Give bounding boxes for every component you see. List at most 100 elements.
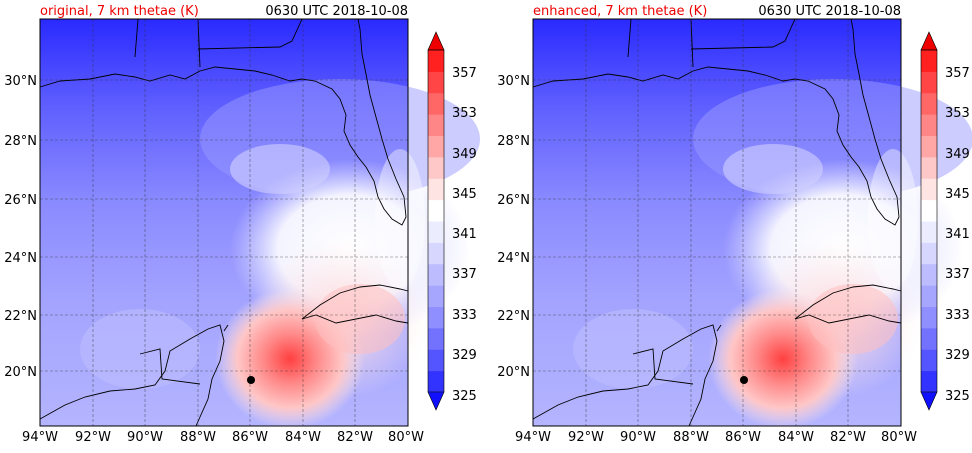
colorbar-swatch: [428, 135, 444, 158]
lat-tick-label: 20°N: [4, 365, 37, 380]
colorbar-extend-low: [427, 391, 445, 411]
colorbar-label: 329: [452, 348, 477, 363]
colorbar-swatch: [428, 327, 444, 350]
colorbar-swatch: [921, 135, 937, 158]
lon-tick-label: 84°W: [778, 430, 814, 445]
colorbar-swatch: [428, 285, 444, 307]
colorbar-label: 341: [945, 227, 970, 242]
lat-tick-label: 26°N: [497, 193, 530, 208]
lon-tick-label: 80°W: [388, 430, 424, 445]
colorbar-label: 325: [945, 389, 970, 404]
colorbar-label: 329: [945, 348, 970, 363]
colorbar-label: 353: [945, 106, 970, 121]
coastlines: [39, 18, 409, 427]
lon-tick-label: 90°W: [620, 430, 656, 445]
colorbar-swatch: [921, 285, 937, 307]
lon-tick-label: 88°W: [180, 430, 216, 445]
colorbar-enhanced: 357 353 349 345 341 337 333 329 325: [920, 31, 970, 411]
colorbar-swatch: [428, 306, 444, 329]
thetae-field: [40, 19, 480, 429]
colorbar-swatch: [921, 349, 937, 372]
panel-title-original: original, 7 km thetae (K): [40, 4, 199, 19]
colorbar-label: 345: [945, 187, 970, 202]
lon-tick-label: 86°W: [725, 430, 761, 445]
lat-tick-label: 22°N: [497, 309, 530, 324]
colorbar-swatch: [428, 221, 444, 243]
storm-center-marker: [740, 376, 748, 384]
lon-tick-label: 92°W: [75, 430, 111, 445]
colorbar-swatch: [921, 242, 937, 265]
lon-tick-label: 94°W: [515, 430, 551, 445]
lat-tick-label: 26°N: [4, 193, 37, 208]
lat-tick-labels-original: 30°N 28°N 26°N 24°N 22°N 20°N: [4, 74, 37, 380]
panel-time-enhanced: 0630 UTC 2018-10-08: [758, 4, 901, 19]
colorbar-label: 337: [945, 267, 970, 282]
colorbar-swatch: [428, 92, 444, 115]
colorbar-swatch: [921, 221, 937, 243]
lon-tick-label: 82°W: [337, 430, 373, 445]
colorbar-swatch: [921, 370, 937, 393]
colorbar-extend-low: [920, 391, 938, 411]
lat-tick-label: 28°N: [497, 134, 530, 149]
colorbar-swatch: [428, 242, 444, 265]
lon-tick-label: 82°W: [830, 430, 866, 445]
thetae-field: [533, 19, 972, 429]
colorbar-frame: [920, 49, 938, 393]
colorbar-label: 341: [452, 227, 477, 242]
colorbar-swatch: [921, 50, 937, 72]
colorbar-swatch: [921, 199, 937, 222]
coastlines: [532, 18, 902, 427]
colorbar-label: 349: [945, 147, 970, 162]
lon-tick-labels-enhanced: 94°W 92°W 90°W 88°W 86°W 84°W 82°W 80°W: [515, 430, 917, 445]
lat-tick-label: 24°N: [4, 251, 37, 266]
lon-tick-label: 86°W: [232, 430, 268, 445]
lon-tick-label: 84°W: [285, 430, 321, 445]
lon-tick-label: 80°W: [881, 430, 917, 445]
gridlines: [40, 19, 408, 426]
map-frame: [532, 18, 902, 427]
colorbar-swatch: [428, 178, 444, 201]
lat-tick-label: 24°N: [497, 251, 530, 266]
lon-tick-labels-original: 94°W 92°W 90°W 88°W 86°W 84°W 82°W 80°W: [22, 430, 424, 445]
storm-center-marker: [247, 376, 255, 384]
colorbar-label: 349: [452, 147, 477, 162]
colorbar-original: 357 353 349 345 341 337 333 329 325: [427, 31, 477, 411]
colorbar-swatch: [921, 114, 937, 136]
gridlines: [533, 19, 901, 426]
colorbar-labels: 357 353 349 345 341 337 333 329 325: [945, 66, 970, 404]
lon-tick-label: 88°W: [673, 430, 709, 445]
map-frame: [39, 18, 409, 427]
colorbar-extend-high: [920, 31, 938, 51]
panel-time-original: 0630 UTC 2018-10-08: [265, 4, 408, 19]
colorbar-swatches: [427, 31, 445, 411]
colorbar-label: 357: [945, 66, 970, 81]
colorbar-swatch: [921, 263, 937, 286]
colorbar-swatch: [428, 199, 444, 222]
colorbar-swatch: [428, 349, 444, 372]
colorbar-swatch: [428, 114, 444, 136]
lon-tick-label: 92°W: [568, 430, 604, 445]
colorbar-label: 357: [452, 66, 477, 81]
colorbar-swatch: [428, 263, 444, 286]
lat-tick-label: 20°N: [497, 365, 530, 380]
colorbar-frame: [427, 49, 445, 393]
colorbar-swatch: [428, 71, 444, 94]
lon-tick-label: 94°W: [22, 430, 58, 445]
colorbar-labels: 357 353 349 345 341 337 333 329 325: [452, 66, 477, 404]
colorbar-swatch: [428, 50, 444, 72]
lat-tick-labels-enhanced: 30°N 28°N 26°N 24°N 22°N 20°N: [497, 74, 530, 380]
map-panel-enhanced: [532, 18, 972, 429]
lat-tick-label: 30°N: [4, 74, 37, 89]
colorbar-extend-high: [427, 31, 445, 51]
colorbar-label: 353: [452, 106, 477, 121]
colorbar-swatch: [921, 156, 937, 179]
colorbar-label: 333: [452, 308, 477, 323]
lon-tick-label: 90°W: [127, 430, 163, 445]
lat-tick-label: 28°N: [4, 134, 37, 149]
colorbar-label: 337: [452, 267, 477, 282]
colorbar-label: 325: [452, 389, 477, 404]
colorbar-swatch: [921, 327, 937, 350]
colorbar-label: 333: [945, 308, 970, 323]
map-panel-original: [39, 18, 480, 429]
